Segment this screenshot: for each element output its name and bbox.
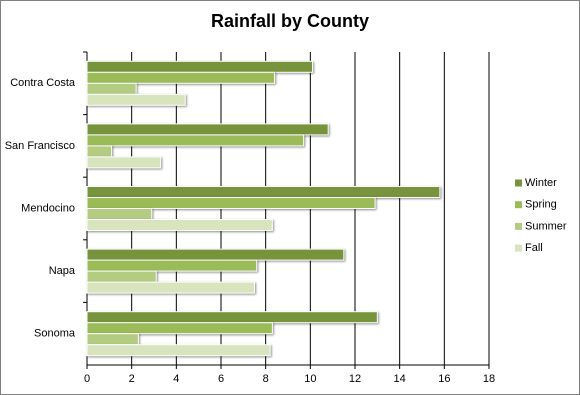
x-tick-label: 6 xyxy=(218,373,224,385)
bar xyxy=(86,322,273,335)
legend-label: Spring xyxy=(525,199,557,211)
bar xyxy=(86,219,273,231)
bar xyxy=(86,197,376,209)
x-tick-label: 14 xyxy=(394,373,406,385)
x-tick-label: 0 xyxy=(84,373,90,385)
legend-label: Winter xyxy=(525,177,557,189)
bar xyxy=(86,281,255,294)
bar xyxy=(86,145,113,158)
x-tick-label: 10 xyxy=(304,373,316,385)
y-tick-label: Sonoma xyxy=(34,328,76,340)
bar xyxy=(86,333,139,346)
bar xyxy=(86,186,441,198)
bar xyxy=(86,156,162,169)
bar xyxy=(86,82,137,95)
legend-swatch xyxy=(515,201,522,209)
legend-label: Summer xyxy=(525,220,567,232)
bar xyxy=(86,270,157,283)
x-tick-label: 4 xyxy=(173,373,179,385)
y-tick-label: Mendocino xyxy=(21,202,75,214)
bar xyxy=(86,344,271,357)
legend-swatch xyxy=(515,244,522,252)
x-tick-label: 12 xyxy=(349,373,361,385)
bar xyxy=(86,311,378,324)
x-tick-label: 2 xyxy=(129,373,135,385)
x-tick-label: 16 xyxy=(438,373,450,385)
chart-title: Rainfall by County xyxy=(211,11,369,31)
bar xyxy=(86,71,276,84)
legend-label: Fall xyxy=(525,242,543,254)
y-tick-label: Napa xyxy=(49,265,76,277)
bar xyxy=(86,259,258,272)
bar xyxy=(86,60,314,73)
bar xyxy=(86,248,345,261)
y-tick-label: Contra Costa xyxy=(10,77,76,89)
legend-swatch xyxy=(515,222,522,230)
bar xyxy=(86,208,153,220)
bar xyxy=(86,123,329,136)
y-tick-label: San Francisco xyxy=(5,140,75,152)
bar xyxy=(86,134,305,147)
legend-swatch xyxy=(515,179,522,187)
x-tick-label: 8 xyxy=(263,373,269,385)
bar xyxy=(86,93,186,106)
x-tick-label: 18 xyxy=(483,373,495,385)
